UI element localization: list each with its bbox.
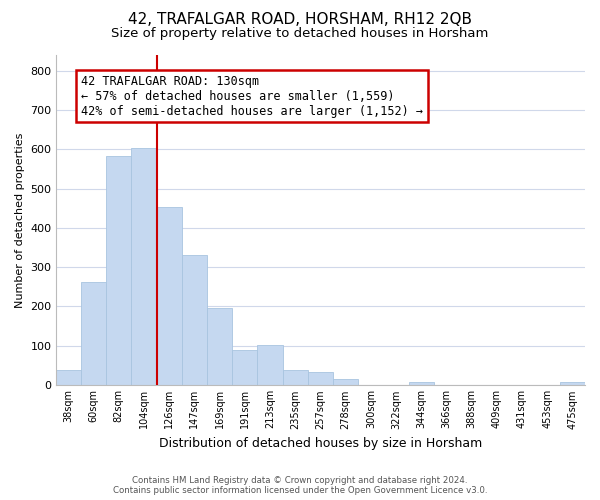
Text: Contains HM Land Registry data © Crown copyright and database right 2024.
Contai: Contains HM Land Registry data © Crown c…: [113, 476, 487, 495]
X-axis label: Distribution of detached houses by size in Horsham: Distribution of detached houses by size …: [159, 437, 482, 450]
Text: 42 TRAFALGAR ROAD: 130sqm
← 57% of detached houses are smaller (1,559)
42% of se: 42 TRAFALGAR ROAD: 130sqm ← 57% of detac…: [81, 74, 423, 118]
Bar: [333, 379, 358, 385]
Y-axis label: Number of detached properties: Number of detached properties: [15, 132, 25, 308]
Bar: [232, 350, 257, 385]
Bar: [560, 382, 585, 385]
Text: Size of property relative to detached houses in Horsham: Size of property relative to detached ho…: [112, 28, 488, 40]
Bar: [56, 370, 81, 385]
Bar: [81, 282, 106, 385]
Bar: [207, 308, 232, 385]
Bar: [257, 346, 283, 385]
Bar: [182, 256, 207, 385]
Bar: [308, 372, 333, 385]
Bar: [106, 156, 131, 385]
Text: 42, TRAFALGAR ROAD, HORSHAM, RH12 2QB: 42, TRAFALGAR ROAD, HORSHAM, RH12 2QB: [128, 12, 472, 28]
Bar: [409, 382, 434, 385]
Bar: [157, 207, 182, 385]
Bar: [283, 370, 308, 385]
Bar: [131, 148, 157, 385]
